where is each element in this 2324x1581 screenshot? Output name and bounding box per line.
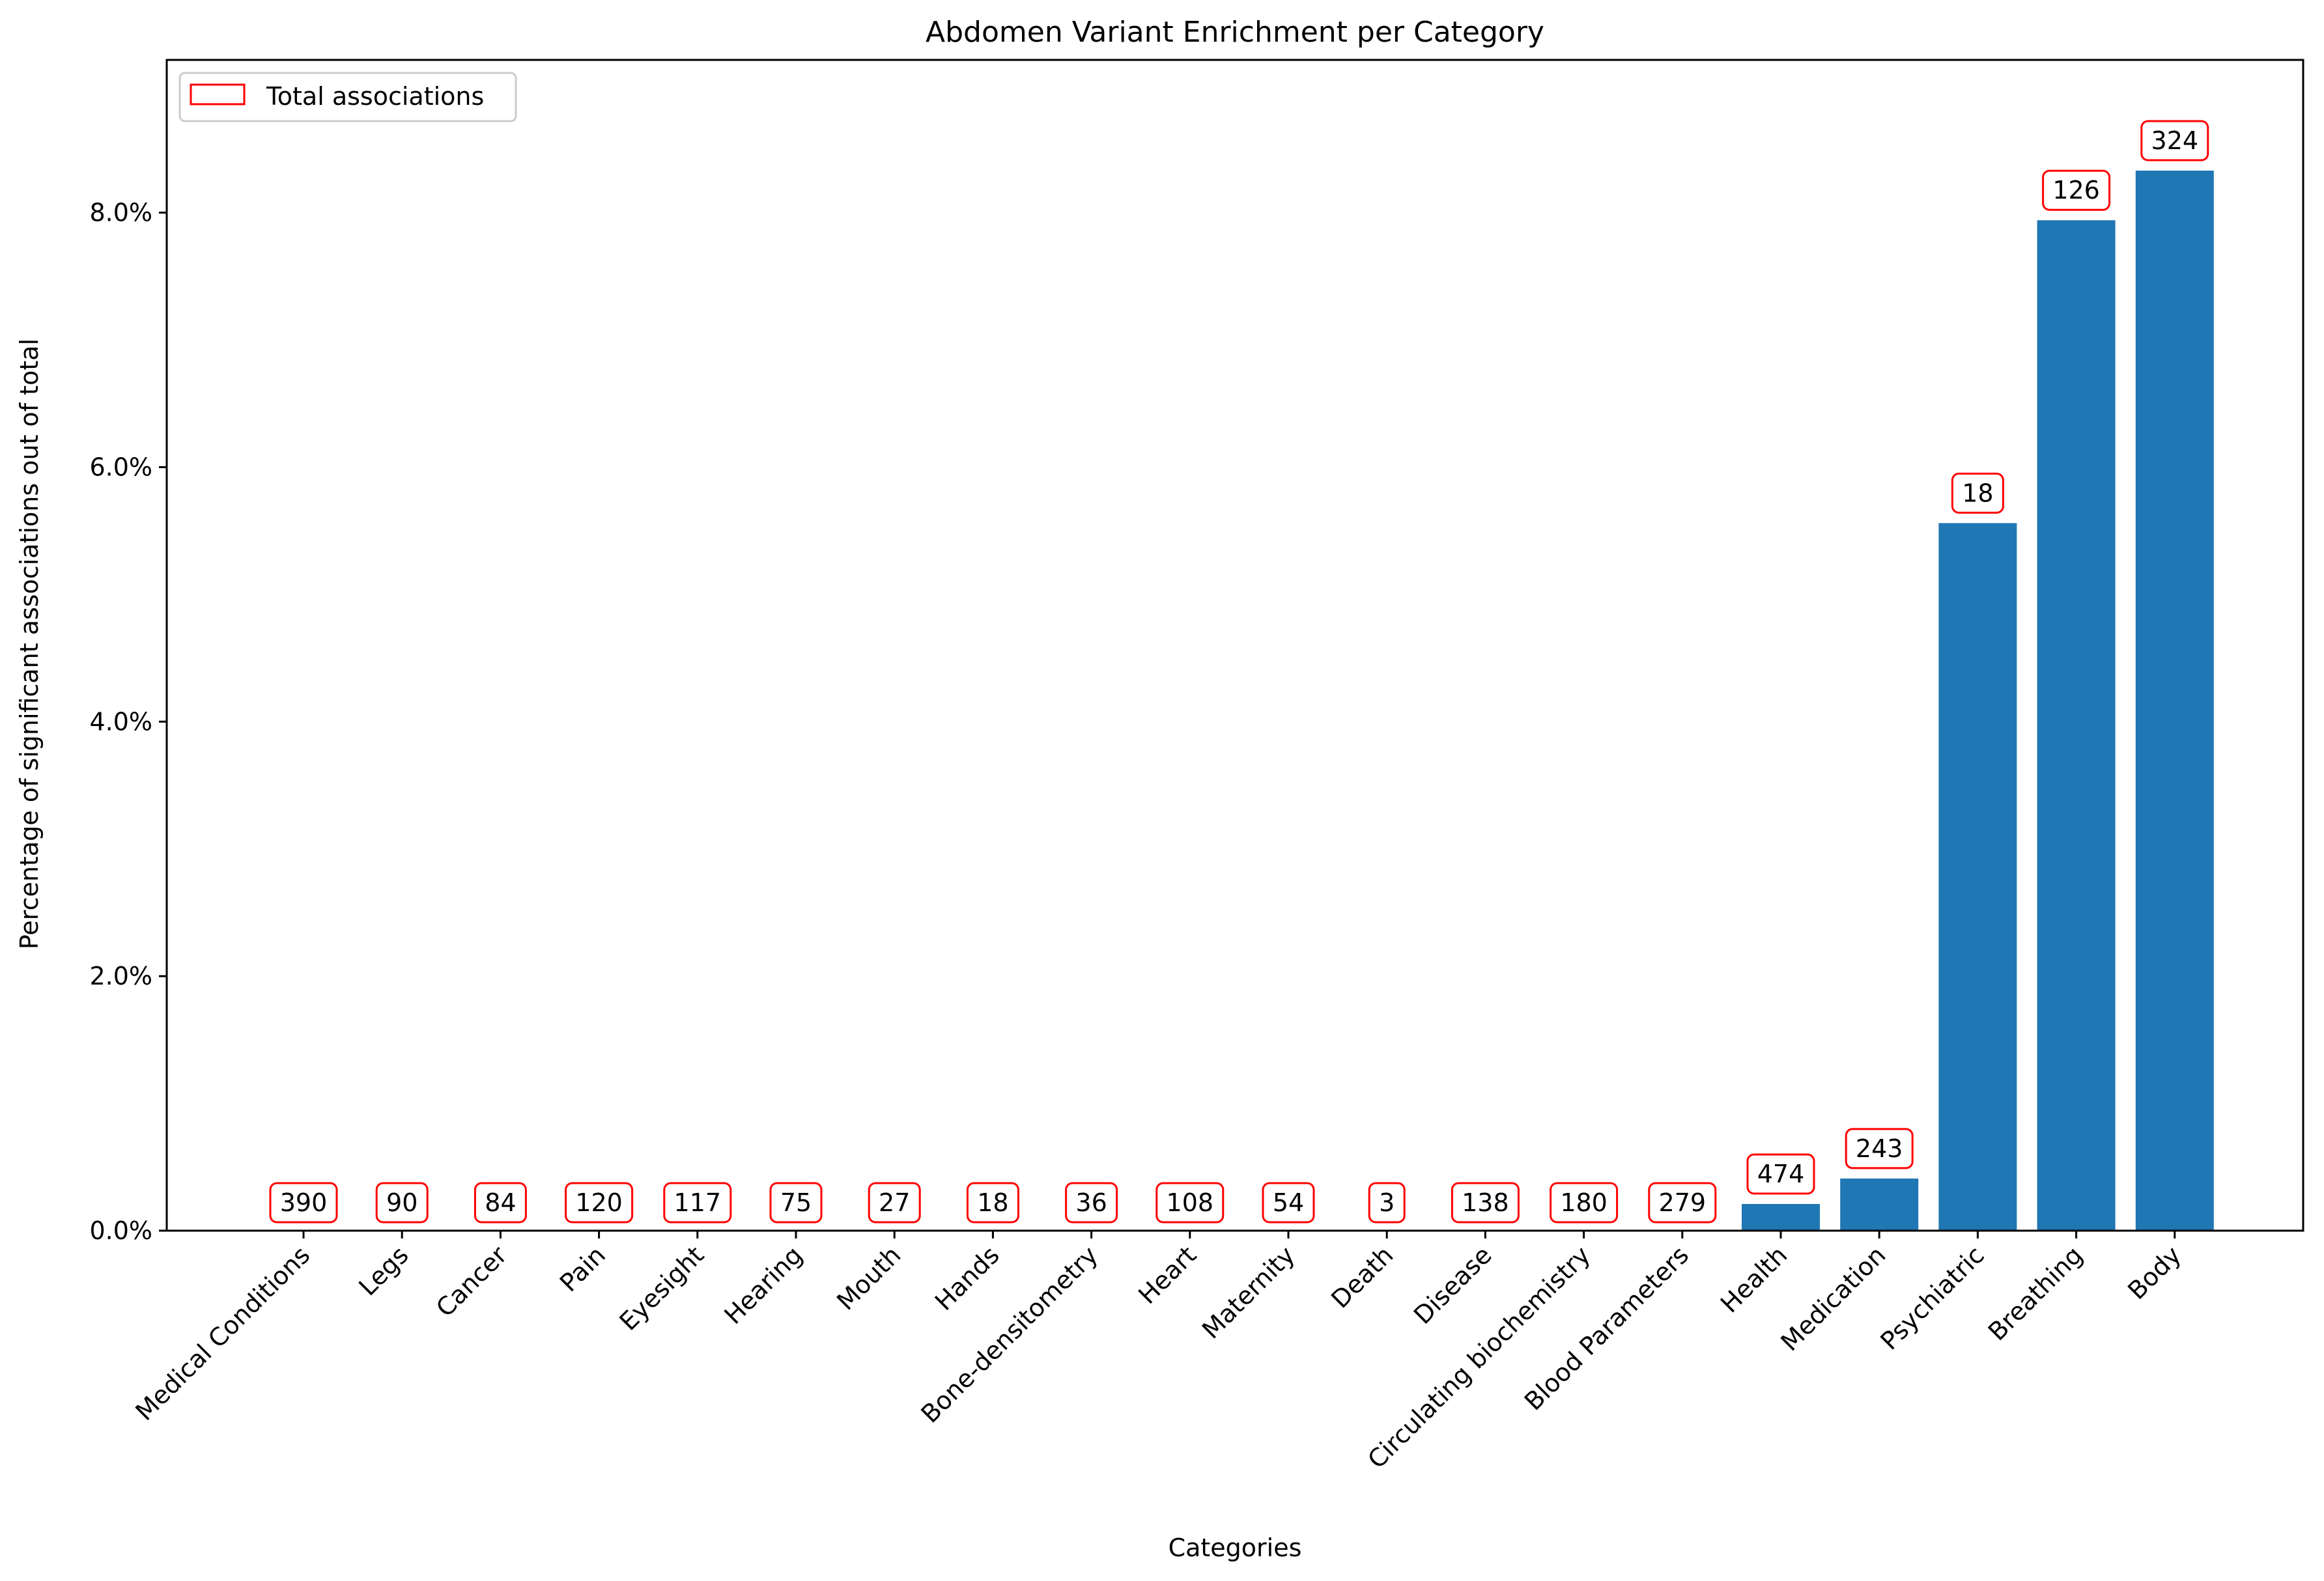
total-label-16: 243: [1856, 1134, 1903, 1163]
x-tick-label-0: Medical Conditions: [130, 1240, 316, 1426]
total-box-2: [474, 1182, 527, 1224]
total-label-11: 3: [1379, 1188, 1395, 1217]
total-label-9: 108: [1167, 1188, 1214, 1217]
bar-17: [1938, 523, 2017, 1231]
total-label-2: 84: [485, 1188, 516, 1217]
total-label-10: 54: [1273, 1188, 1304, 1217]
total-box-5: [769, 1182, 823, 1224]
x-tick-label-4: Eyesight: [614, 1240, 710, 1336]
total-label-15: 474: [1757, 1160, 1805, 1188]
total-label-5: 75: [780, 1188, 812, 1217]
total-label-3: 120: [575, 1188, 623, 1217]
total-box-14: [1648, 1182, 1717, 1224]
x-tick-label-2: Cancer: [431, 1240, 513, 1322]
bar-16: [1840, 1178, 1919, 1231]
total-box-9: [1155, 1182, 1225, 1224]
y-tick-label-4: 8.0%: [89, 199, 152, 227]
x-tick-label-11: Death: [1325, 1240, 1398, 1313]
total-label-6: 27: [879, 1188, 910, 1217]
x-tick-label-9: Heart: [1133, 1240, 1202, 1309]
y-axis-label: Percentage of significant associations o…: [15, 339, 44, 949]
x-tick-label-14: Blood Parameters: [1519, 1240, 1694, 1416]
x-axis-label: Categories: [1169, 1533, 1302, 1562]
total-box-15: [1746, 1153, 1815, 1195]
legend-label: Total associations: [266, 82, 484, 111]
x-tick-label-7: Hands: [929, 1240, 1005, 1316]
total-box-11: [1368, 1182, 1406, 1224]
total-box-13: [1550, 1182, 1619, 1224]
total-box-10: [1262, 1182, 1315, 1224]
total-label-18: 126: [2052, 176, 2100, 204]
total-label-1: 90: [386, 1188, 418, 1217]
x-tick-label-16: Medication: [1776, 1240, 1892, 1356]
total-box-1: [375, 1182, 429, 1224]
y-tick-label-3: 6.0%: [89, 453, 152, 481]
total-label-12: 138: [1462, 1188, 1509, 1217]
y-tick-label-1: 2.0%: [89, 962, 152, 990]
x-tick-label-3: Pain: [554, 1240, 611, 1297]
total-box-17: [1951, 472, 2004, 514]
x-tick-label-5: Hearing: [718, 1240, 808, 1330]
x-tick-label-6: Mouth: [831, 1240, 906, 1315]
x-tick-label-8: Bone-densitometry: [915, 1240, 1103, 1428]
total-label-0: 390: [280, 1188, 328, 1217]
y-tick-label-2: 4.0%: [89, 707, 152, 736]
total-label-19: 324: [2151, 126, 2199, 155]
x-tick-label-18: Breathing: [1983, 1240, 2088, 1346]
total-label-13: 180: [1560, 1188, 1608, 1217]
legend: Total associations: [178, 72, 517, 122]
total-label-14: 279: [1659, 1188, 1707, 1217]
legend-frame: [178, 72, 517, 122]
total-box-19: [2140, 120, 2209, 161]
plot-area: 0.0% 2.0% 4.0% 6.0% 8.0% Medical Conditions Le…: [89, 59, 2304, 1474]
total-box-18: [2042, 169, 2111, 211]
bar-15: [1742, 1203, 1820, 1231]
y-tick-label-0: 0.0%: [89, 1216, 152, 1245]
total-box-0: [269, 1182, 338, 1224]
x-tick-label-10: Maternity: [1197, 1240, 1300, 1344]
total-box-12: [1451, 1182, 1520, 1224]
axes-frame: [165, 59, 2304, 1232]
legend-swatch: [190, 83, 246, 105]
total-label-4: 117: [674, 1188, 722, 1217]
chart-title: Abdomen Variant Enrichment per Category: [926, 16, 1544, 49]
total-box-7: [966, 1182, 1019, 1224]
x-tick-label-15: Health: [1715, 1240, 1793, 1318]
x-tick-label-19: Body: [2122, 1240, 2187, 1305]
total-label-8: 36: [1075, 1188, 1107, 1217]
x-tick-label-17: Psychiatric: [1875, 1240, 1989, 1355]
total-label-7: 18: [977, 1188, 1008, 1217]
total-box-4: [663, 1182, 732, 1224]
bar-19: [2135, 171, 2214, 1231]
total-box-16: [1845, 1128, 1914, 1169]
total-box-3: [565, 1182, 634, 1224]
bar-18: [2037, 220, 2116, 1231]
x-tick-label-12: Disease: [1408, 1240, 1497, 1330]
x-tick-label-1: Legs: [353, 1240, 414, 1301]
total-box-6: [868, 1182, 921, 1224]
total-label-17: 18: [1962, 479, 1993, 507]
total-box-8: [1065, 1182, 1118, 1224]
